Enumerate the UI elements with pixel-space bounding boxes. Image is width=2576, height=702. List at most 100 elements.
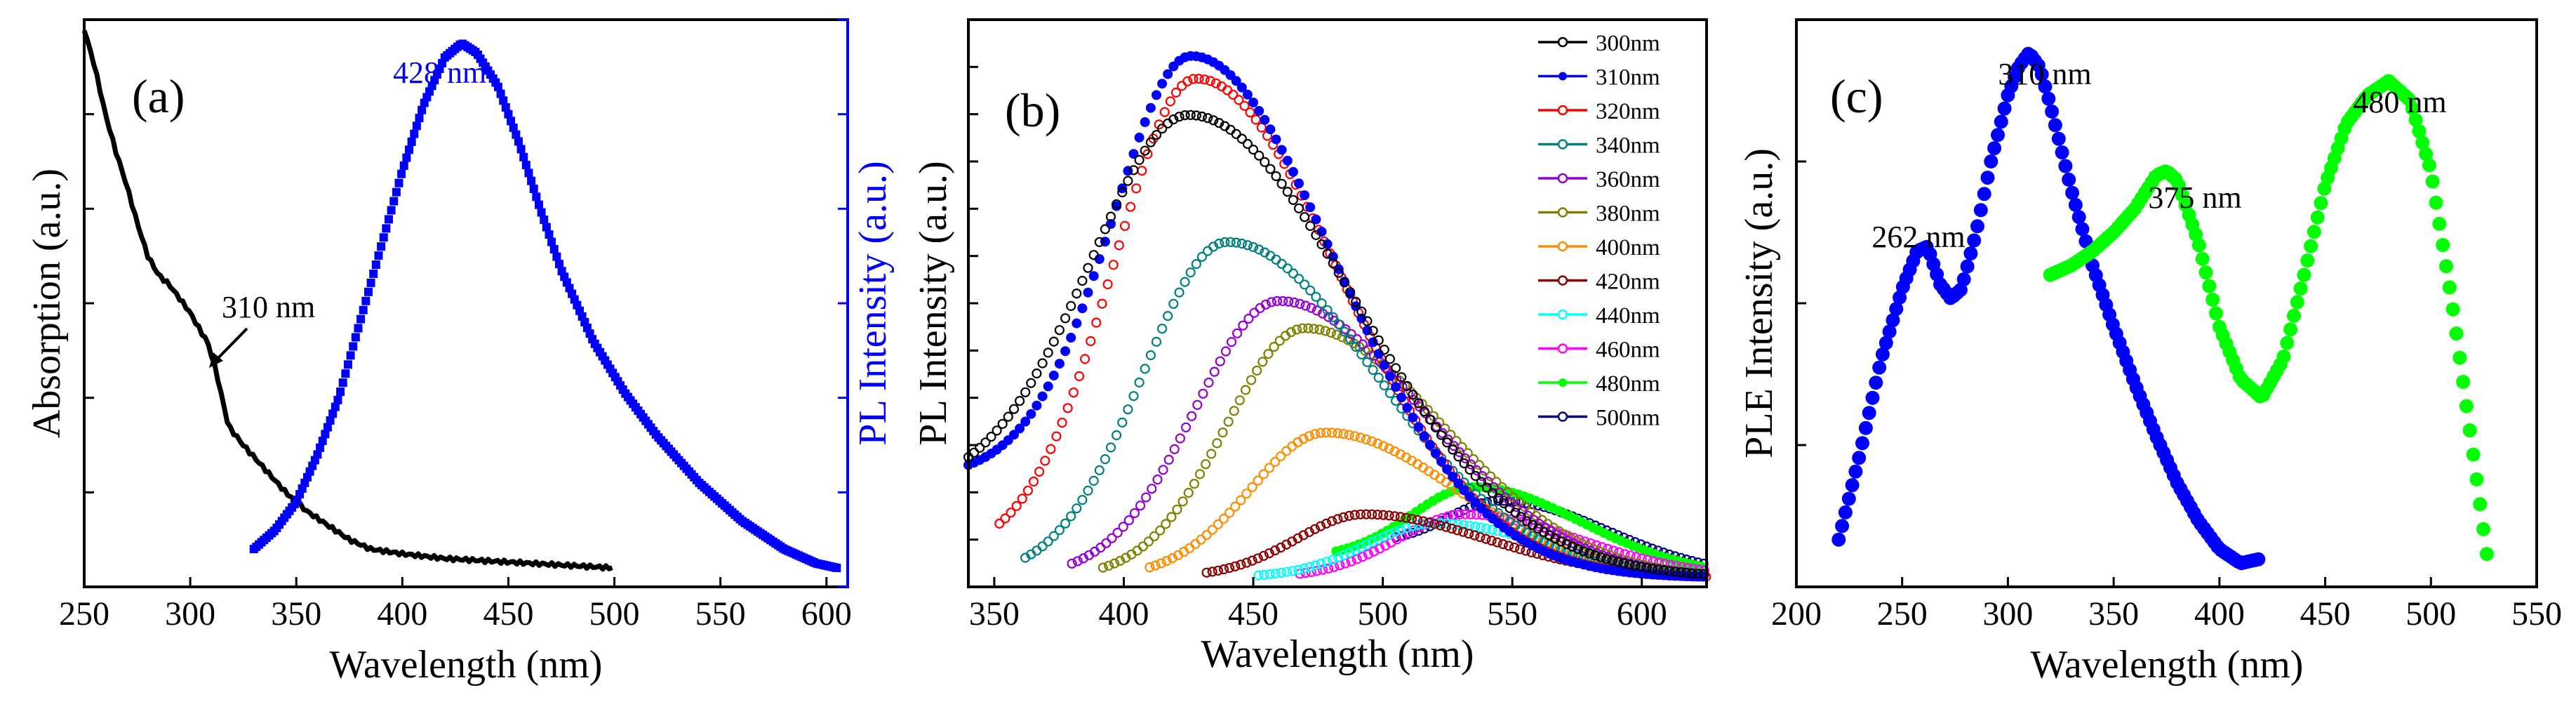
panel-b-point — [1180, 277, 1190, 287]
panel-b-point — [1306, 303, 1316, 313]
panel-b-point — [1072, 289, 1082, 299]
panel-b-point — [1363, 549, 1374, 559]
panel-a-pl-point — [418, 105, 427, 114]
panel-b-point — [1355, 432, 1366, 443]
panel-c-point — [2459, 399, 2474, 413]
panel-c-point — [2462, 423, 2477, 437]
panel-b-point — [1466, 459, 1476, 470]
panel-b-point — [1333, 552, 1344, 563]
panel-b-point — [1248, 145, 1259, 155]
panel-c-annotation-375nm: 375 nm — [2148, 180, 2241, 215]
panel-b-point — [1272, 296, 1283, 306]
panel-c-point — [1960, 259, 1975, 274]
panel-b-point — [1207, 524, 1217, 535]
panel-c-point — [2055, 145, 2069, 160]
panel-a-pl-point — [499, 96, 508, 105]
panel-a-pl-point — [407, 137, 416, 146]
panel-b-point — [1220, 346, 1232, 357]
panel-a-pl-point — [542, 223, 551, 232]
panel-c-point — [1841, 491, 1856, 506]
panel-b-point — [1481, 523, 1492, 534]
panel-b-point — [1567, 541, 1577, 552]
panel-b-point — [1151, 336, 1162, 347]
panel-b-point — [1123, 404, 1133, 415]
panel-a-ylabel-right: PL Intensity (a.u.) — [851, 161, 895, 445]
panel-b-point — [1322, 249, 1333, 259]
panel-b-point — [1213, 565, 1223, 576]
panel-b-point — [1198, 388, 1208, 399]
panel-b-point — [1384, 443, 1394, 454]
panel-b-point — [1263, 349, 1274, 359]
panel-b-point — [1309, 324, 1319, 334]
panel-a-annotation-arrowhead — [209, 352, 223, 368]
panel-b-point — [1344, 510, 1354, 522]
panel-a-pl-point — [359, 305, 368, 314]
panel-a-pl-point — [427, 81, 436, 91]
panel-b-point — [1281, 446, 1292, 456]
panel-b-point — [1446, 523, 1457, 534]
panel-b-point — [1200, 459, 1211, 470]
panel-c-point — [2038, 79, 2053, 94]
panel-b-point — [1254, 150, 1264, 161]
panel-b-point — [1349, 510, 1360, 520]
panel-b-legend: 300nm 310nm 320nm 340nm 360nm 380nm 400nm 420nm… — [1538, 31, 1660, 431]
panel-b-point — [1304, 526, 1314, 538]
panel-b-point — [1180, 110, 1190, 121]
panel-c-point — [2062, 172, 2076, 187]
panel-b-point — [1346, 329, 1356, 339]
panel-b-point — [1226, 337, 1237, 347]
panel-a-pl-point — [338, 378, 347, 388]
panel-b-point — [1208, 115, 1219, 126]
panel-b-point — [1236, 133, 1247, 144]
panel-b-point — [1271, 171, 1281, 182]
panel-c-point — [2300, 253, 2315, 268]
panel-a-series — [81, 29, 841, 572]
panel-b-point — [1102, 279, 1113, 290]
panel-b-point — [1282, 187, 1293, 197]
panel-b-point — [997, 418, 1008, 429]
panel-b-point — [1326, 327, 1336, 338]
panel-c-point — [2436, 238, 2450, 252]
panel-b-point — [1259, 569, 1269, 581]
panel-b-point — [1339, 326, 1350, 337]
panel-c-point — [2205, 292, 2220, 307]
panel-b-point — [1183, 487, 1194, 498]
panel-a-xtick-label: 400 — [377, 595, 427, 633]
panel-b-point — [1378, 441, 1389, 451]
panel-a-pl-point — [392, 187, 401, 197]
panel-b-point — [1231, 76, 1241, 86]
panel-b-point — [1402, 529, 1413, 540]
panel-b-point — [1509, 542, 1520, 553]
panel-b-point — [1408, 390, 1418, 400]
panel-b-point — [1477, 470, 1488, 482]
panel-c-point — [1953, 282, 1968, 297]
panel-b-point — [1424, 517, 1434, 528]
panel-b-legend-marker — [1557, 105, 1568, 116]
panel-b-point — [1338, 428, 1349, 439]
panel-b-point — [1339, 277, 1350, 288]
panel-c-point — [2405, 101, 2420, 116]
panel-c-point — [2297, 267, 2311, 282]
panel-c-point — [1956, 272, 1971, 286]
panel-b-point — [1026, 378, 1036, 388]
panel-b-point — [1265, 124, 1276, 135]
panel-a-pl-point — [384, 215, 393, 224]
panel-c-xtick-label: 200 — [1771, 595, 1822, 633]
panel-b-point — [1145, 137, 1156, 147]
panel-b-point — [980, 437, 991, 448]
panel-c-label: (c) — [1830, 69, 1883, 123]
panel-a-pl-point — [504, 110, 513, 119]
panel-b-point — [1180, 422, 1192, 432]
panel-b-legend-label: 420nm — [1596, 270, 1660, 295]
panel-a-label: (a) — [132, 69, 185, 123]
panel-b-point — [1026, 409, 1036, 419]
panel-b-point — [1101, 538, 1112, 548]
panel-b-point — [1312, 566, 1322, 576]
panel-b-point — [1288, 166, 1298, 177]
panel-b-point — [1454, 509, 1464, 520]
panel-a-pl-point — [545, 230, 554, 239]
panel-b-point — [1339, 550, 1349, 560]
panel-b-point — [1253, 570, 1264, 581]
panel-a-pl-point — [410, 129, 419, 138]
panel-b-point — [1156, 324, 1168, 334]
